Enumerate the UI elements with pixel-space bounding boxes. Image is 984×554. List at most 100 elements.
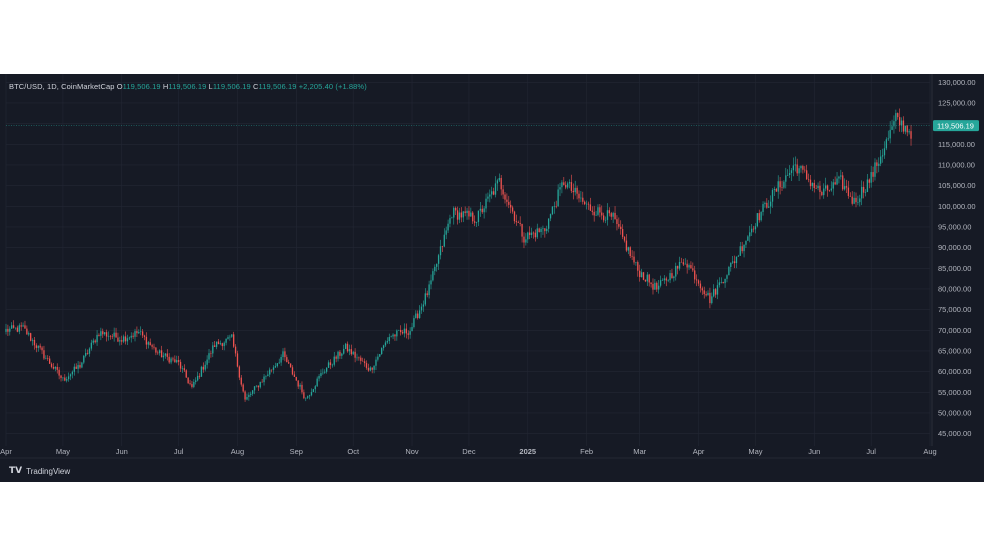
candle[interactable] [750, 223, 753, 237]
candle[interactable] [124, 331, 127, 345]
candle[interactable] [66, 376, 68, 383]
candle[interactable] [58, 366, 60, 380]
candle[interactable] [200, 365, 203, 377]
candle[interactable] [153, 343, 155, 350]
candle[interactable] [620, 220, 622, 235]
candle[interactable] [259, 381, 261, 389]
candle[interactable] [312, 388, 315, 393]
candle[interactable] [119, 336, 121, 346]
candle[interactable] [508, 195, 510, 209]
candle[interactable] [730, 262, 732, 272]
candle[interactable] [500, 175, 502, 196]
candle[interactable] [37, 345, 39, 352]
candle[interactable] [485, 193, 487, 213]
candle[interactable] [659, 275, 662, 288]
candle[interactable] [466, 207, 468, 220]
candle[interactable] [210, 350, 212, 358]
candle[interactable] [172, 356, 174, 362]
candle[interactable] [836, 171, 838, 185]
candle[interactable] [195, 377, 197, 385]
candle[interactable] [752, 225, 755, 233]
candle[interactable] [303, 389, 305, 400]
candle[interactable] [269, 367, 271, 378]
candle[interactable] [663, 275, 666, 284]
candle[interactable] [462, 210, 464, 223]
candle[interactable] [115, 327, 117, 338]
candle[interactable] [286, 354, 288, 363]
candle[interactable] [866, 173, 869, 193]
candle[interactable] [470, 207, 472, 217]
candle[interactable] [109, 335, 112, 340]
candle[interactable] [902, 116, 905, 134]
candle[interactable] [98, 333, 100, 337]
candle[interactable] [155, 347, 157, 356]
candle[interactable] [117, 332, 119, 343]
candle[interactable] [881, 148, 884, 163]
candle[interactable] [381, 347, 383, 355]
candle[interactable] [297, 380, 299, 389]
candle[interactable] [481, 205, 483, 214]
candle[interactable] [584, 200, 586, 206]
candle[interactable] [41, 346, 43, 355]
candle[interactable] [447, 219, 449, 234]
candle[interactable] [204, 361, 206, 372]
candle[interactable] [401, 329, 404, 335]
candle[interactable] [578, 190, 580, 203]
candle[interactable] [147, 340, 149, 349]
candle[interactable] [576, 185, 578, 200]
candle[interactable] [703, 286, 705, 299]
candle[interactable] [234, 344, 237, 357]
candle[interactable] [608, 207, 611, 217]
candle[interactable] [798, 165, 800, 181]
candle[interactable] [580, 191, 582, 203]
candle[interactable] [170, 356, 172, 365]
candle[interactable] [694, 265, 696, 284]
candle[interactable] [716, 279, 719, 300]
candle[interactable] [399, 325, 402, 336]
candle[interactable] [28, 331, 30, 337]
candle[interactable] [604, 216, 607, 224]
candle[interactable] [322, 368, 324, 375]
candle[interactable] [621, 224, 624, 240]
candle[interactable] [166, 349, 168, 361]
candle[interactable] [130, 332, 132, 343]
candle[interactable] [824, 177, 827, 192]
candle[interactable] [536, 223, 538, 239]
candle[interactable] [398, 329, 400, 331]
candle[interactable] [274, 362, 277, 368]
candle[interactable] [394, 334, 396, 341]
candle[interactable] [665, 276, 667, 287]
candle[interactable] [838, 175, 840, 184]
candle[interactable] [276, 362, 278, 368]
candle[interactable] [458, 207, 461, 224]
candle[interactable] [868, 178, 870, 189]
candle[interactable] [434, 264, 436, 276]
candle[interactable] [85, 348, 87, 358]
candle[interactable] [783, 180, 785, 189]
candle[interactable] [160, 345, 163, 358]
candle[interactable] [540, 227, 542, 238]
candle[interactable] [418, 305, 421, 319]
candle[interactable] [121, 335, 123, 345]
candle[interactable] [760, 211, 762, 222]
candle[interactable] [572, 183, 574, 200]
candle[interactable] [460, 207, 463, 223]
candle[interactable] [889, 121, 891, 144]
candle[interactable] [538, 227, 540, 233]
candle[interactable] [270, 369, 273, 373]
candle[interactable] [682, 258, 685, 267]
candle[interactable] [337, 350, 339, 362]
candle[interactable] [379, 353, 381, 358]
candle[interactable] [859, 194, 861, 207]
candle[interactable] [293, 371, 296, 377]
candle[interactable] [157, 350, 159, 355]
candle[interactable] [107, 331, 110, 341]
candle[interactable] [18, 323, 20, 335]
candle[interactable] [618, 217, 620, 229]
candle[interactable] [79, 361, 81, 369]
candle[interactable] [847, 180, 850, 199]
candle[interactable] [221, 342, 223, 350]
candle[interactable] [189, 379, 191, 386]
candle[interactable] [667, 279, 669, 283]
candle[interactable] [113, 327, 115, 342]
